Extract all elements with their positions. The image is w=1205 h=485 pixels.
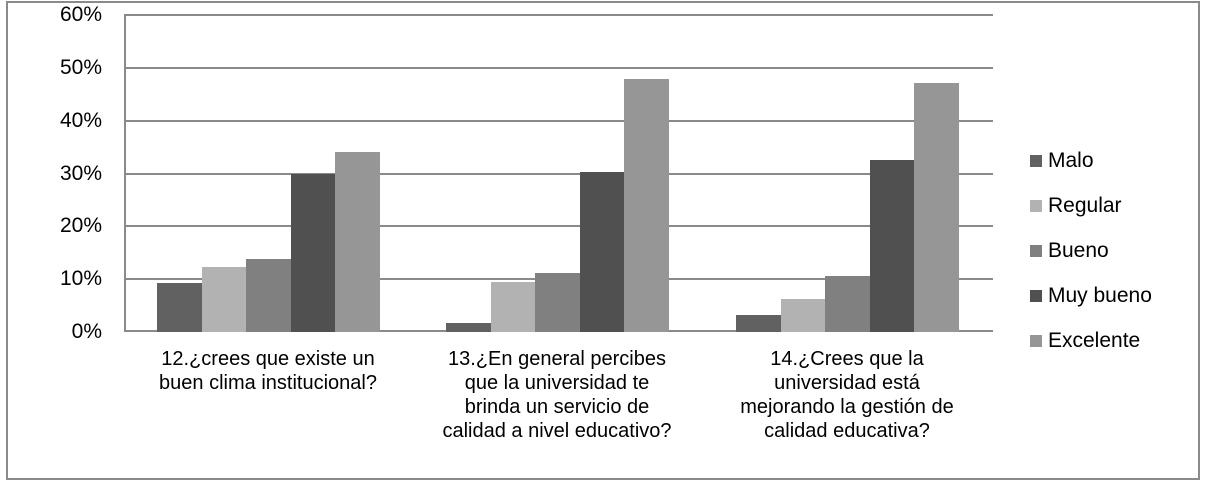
bar-muy-bueno — [579, 172, 624, 332]
legend-swatch-icon — [1030, 334, 1042, 347]
legend-swatch-icon — [1030, 154, 1042, 167]
gridline — [124, 66, 993, 69]
y-tick-label: 20% — [59, 214, 102, 238]
legend: Malo Regular Bueno Muy bueno Excelente — [1030, 138, 1152, 363]
y-tick-label: 0% — [71, 320, 102, 343]
bar-regular — [201, 267, 246, 332]
bar-excelente — [335, 151, 380, 332]
bar-excelente — [914, 83, 959, 332]
legend-label: Regular — [1048, 193, 1122, 217]
y-tick-label: 40% — [59, 108, 102, 132]
legend-item-malo: Malo — [1030, 138, 1152, 183]
legend-item-muy-bueno: Muy bueno — [1030, 273, 1152, 318]
bar-malo — [446, 323, 491, 332]
bar-bueno — [535, 272, 580, 332]
bar-regular — [490, 281, 535, 332]
legend-swatch-icon — [1030, 289, 1042, 302]
bar-bueno — [246, 259, 291, 332]
legend-swatch-icon — [1030, 199, 1042, 212]
gridline — [124, 119, 993, 122]
bar-malo — [736, 315, 781, 332]
bar-regular — [780, 298, 825, 332]
bar-muy-bueno — [290, 173, 335, 332]
y-tick-label: 50% — [59, 55, 102, 79]
legend-label: Bueno — [1048, 238, 1109, 262]
gridline — [124, 14, 993, 16]
bar-bueno — [825, 275, 870, 332]
legend-label: Muy bueno — [1048, 283, 1152, 307]
bar-malo — [157, 282, 202, 332]
y-tick-label: 60% — [59, 3, 102, 26]
y-tick-label: 30% — [59, 161, 102, 185]
gridline — [124, 172, 993, 175]
bar-muy-bueno — [869, 159, 914, 332]
legend-label: Excelente — [1048, 328, 1141, 352]
legend-label: Malo — [1048, 148, 1094, 172]
bar-excelente — [624, 78, 669, 332]
category-label: 13.¿En general percibes que la universid… — [442, 348, 672, 442]
category-label: 14.¿Crees que la universidad está mejora… — [740, 348, 954, 442]
gridline — [124, 225, 993, 228]
category-label: 12.¿crees que existe un buen clima insti… — [159, 348, 377, 394]
legend-item-excelente: Excelente — [1030, 318, 1152, 363]
y-tick-label: 10% — [59, 267, 102, 291]
legend-item-regular: Regular — [1030, 183, 1152, 228]
legend-swatch-icon — [1030, 244, 1042, 257]
legend-item-bueno: Bueno — [1030, 228, 1152, 273]
